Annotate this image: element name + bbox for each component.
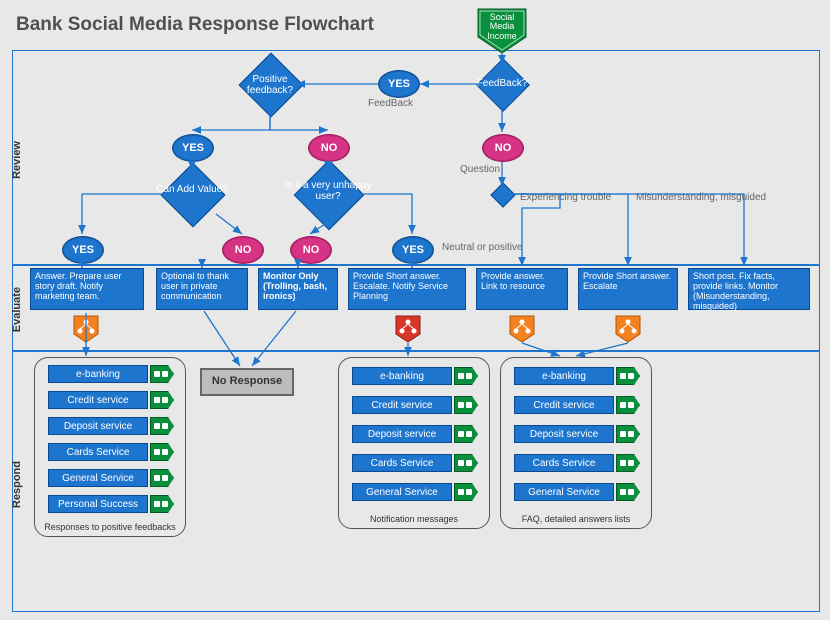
section-respond-label: Respond — [11, 461, 23, 508]
list-item: Cards Service — [352, 454, 478, 472]
item-label: Cards Service — [514, 454, 614, 472]
item-arrow-icon — [616, 396, 640, 414]
item-label: General Service — [48, 469, 148, 487]
eval-e: Provide answer. Link to resource — [476, 268, 568, 310]
item-label: Credit service — [352, 396, 452, 414]
pill-yes-unhappy: YES — [392, 236, 434, 264]
item-arrow-icon — [150, 417, 174, 435]
note-neutral: Neutral or positive — [442, 242, 523, 253]
item-arrow-icon — [616, 483, 640, 501]
item-arrow-icon — [454, 396, 478, 414]
list-item: Deposit service — [514, 425, 640, 443]
list-item: e-banking — [48, 365, 174, 383]
item-label: Personal Success — [48, 495, 148, 513]
org-icon-3 — [508, 314, 536, 344]
eval-d: Provide Short answer. Escalate. Notify S… — [348, 268, 466, 310]
pill-yes-addvalue: YES — [62, 236, 104, 264]
list-item: e-banking — [352, 367, 478, 385]
list-item: General Service — [514, 483, 640, 501]
list-item: Credit service — [352, 396, 478, 414]
item-arrow-icon — [454, 425, 478, 443]
eval-b: Optional to thank user in private commun… — [156, 268, 248, 310]
item-label: e-banking — [514, 367, 614, 385]
item-arrow-icon — [150, 443, 174, 461]
list-item: General Service — [352, 483, 478, 501]
pill-yes-positive: YES — [172, 134, 214, 162]
note-trouble: Experiencing trouble — [520, 192, 611, 203]
list-item: e-banking — [514, 367, 640, 385]
page-title: Bank Social Media Response Flowchart — [16, 14, 374, 36]
list-item: Personal Success — [48, 495, 174, 513]
section-evaluate-label: Evaluate — [11, 287, 23, 332]
item-label: Deposit service — [48, 417, 148, 435]
start-node: Social Media Income — [472, 7, 532, 60]
item-label: Credit service — [514, 396, 614, 414]
item-label: Credit service — [48, 391, 148, 409]
item-arrow-icon — [616, 454, 640, 472]
org-icon-2 — [394, 314, 422, 344]
item-arrow-icon — [454, 454, 478, 472]
eval-c: Monitor Only (Trolling, bash, ironics) — [258, 268, 338, 310]
item-label: Cards Service — [352, 454, 452, 472]
item-arrow-icon — [454, 367, 478, 385]
item-label: Deposit service — [352, 425, 452, 443]
item-arrow-icon — [150, 469, 174, 487]
org-icon-1 — [72, 314, 100, 344]
pill-no-unhappy: NO — [290, 236, 332, 264]
item-arrow-icon — [454, 483, 478, 501]
item-arrow-icon — [150, 391, 174, 409]
item-arrow-icon — [150, 365, 174, 383]
list-item: Credit service — [514, 396, 640, 414]
pill-no-feedback: NO — [482, 134, 524, 162]
canvas: Bank Social Media Response Flowchart Rev… — [0, 0, 830, 620]
section-review-label: Review — [11, 141, 23, 179]
no-response-box: No Response — [200, 368, 294, 396]
item-arrow-icon — [616, 367, 640, 385]
eval-f: Provide Short answer. Escalate — [578, 268, 678, 310]
note-misguided: Misunderstanding, misguided — [636, 192, 766, 203]
item-label: e-banking — [352, 367, 452, 385]
org-icon-4 — [614, 314, 642, 344]
list-item: Cards Service — [48, 443, 174, 461]
pill-yes-feedback: YES — [378, 70, 420, 98]
item-label: Cards Service — [48, 443, 148, 461]
list-item: Deposit service — [352, 425, 478, 443]
pill-no-addvalue: NO — [222, 236, 264, 264]
item-label: General Service — [514, 483, 614, 501]
list-item: Deposit service — [48, 417, 174, 435]
note-question: Question — [460, 164, 500, 175]
list-item: Cards Service — [514, 454, 640, 472]
list-item: Credit service — [48, 391, 174, 409]
item-arrow-icon — [616, 425, 640, 443]
pill-no-positive: NO — [308, 134, 350, 162]
item-label: General Service — [352, 483, 452, 501]
eval-a: Answer. Prepare user story draft. Notify… — [30, 268, 144, 310]
note-feedback: FeedBack — [368, 98, 413, 109]
eval-g: Short post. Fix facts, provide links. Mo… — [688, 268, 810, 310]
list-item: General Service — [48, 469, 174, 487]
item-label: Deposit service — [514, 425, 614, 443]
item-arrow-icon — [150, 495, 174, 513]
item-label: e-banking — [48, 365, 148, 383]
